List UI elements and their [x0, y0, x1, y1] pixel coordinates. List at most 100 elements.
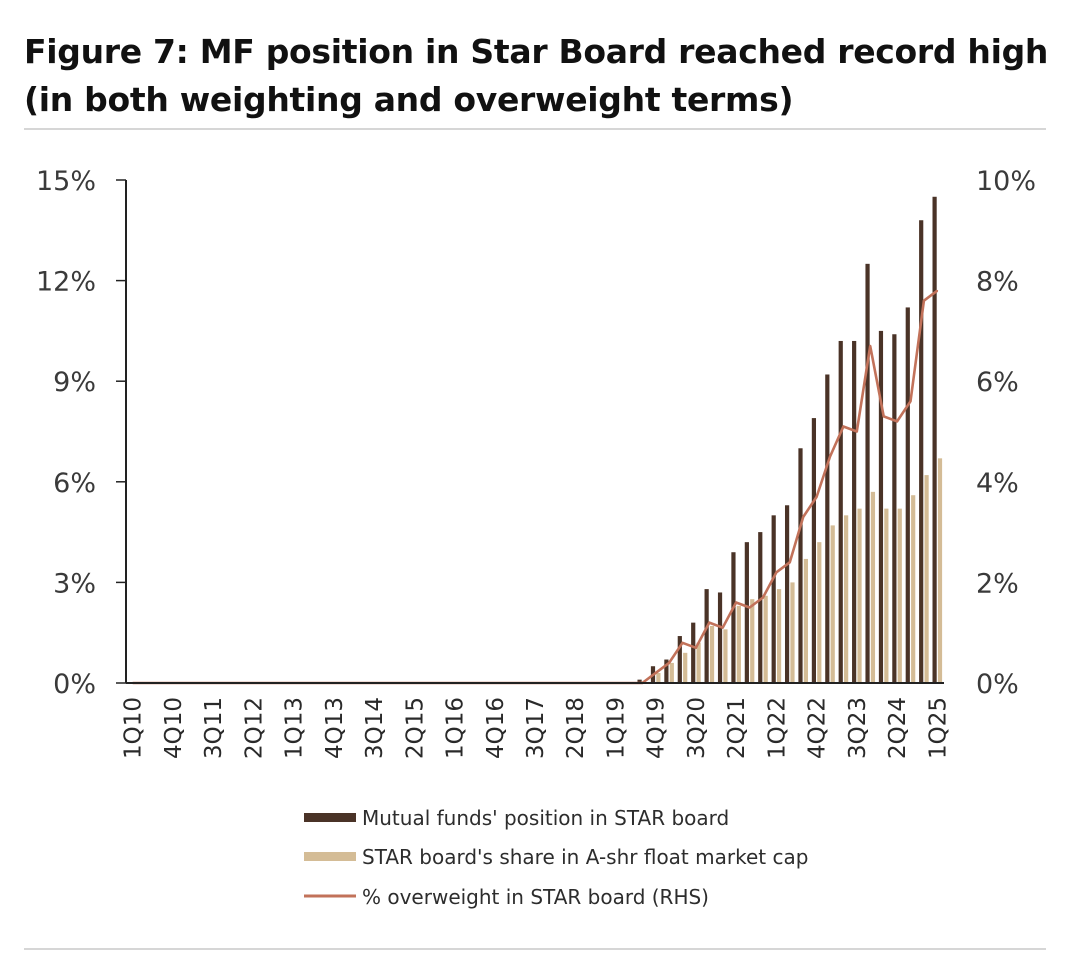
mf-bar	[825, 374, 830, 683]
legend: Mutual funds' position in STAR board STA…	[304, 806, 808, 909]
share-bar	[817, 542, 822, 683]
overweight-point	[775, 571, 778, 574]
mf-bar	[717, 592, 723, 683]
mf-bar	[919, 220, 924, 684]
x-tick-label: 2Q21	[724, 697, 750, 759]
share-bar	[830, 525, 835, 683]
share-bar	[884, 508, 889, 683]
share-bar	[656, 672, 661, 683]
mf-bar	[744, 542, 749, 683]
y-tick-label: 9%	[53, 367, 96, 398]
x-tick-label: 2Q12	[241, 697, 267, 759]
x-tick-label: 4Q10	[161, 697, 187, 759]
x-tick-label: 3Q17	[523, 697, 549, 759]
mf-bar	[637, 679, 642, 683]
x-tick-label: 4Q16	[483, 697, 509, 759]
share-bar	[803, 558, 808, 683]
y2-tick-label: 10%	[976, 166, 1036, 197]
overweight-point	[708, 621, 711, 624]
x-axis-ticks: 1Q10 4Q10 3Q11 2Q12 1Q13 4Q13 3Q14 2Q15 1Q16 4Q16…	[121, 697, 952, 759]
overweight-point	[762, 596, 764, 599]
mf-bar	[731, 552, 736, 683]
share-bar	[911, 495, 916, 683]
axes	[125, 180, 944, 684]
y2-tick-label: 8%	[976, 267, 1019, 298]
x-tick-label: 1Q22	[764, 697, 790, 759]
y-tick-label: 6%	[53, 468, 96, 499]
top-divider	[24, 128, 1046, 130]
overweight-point	[668, 662, 670, 664]
right-axis-ticks: 0% 2% 4% 6% 8% 10%	[976, 166, 1036, 700]
x-tick-label: 4Q19	[644, 697, 670, 759]
x-tick-label: 3Q14	[362, 697, 388, 759]
y2-tick-label: 6%	[976, 367, 1019, 398]
mf-bar	[811, 418, 817, 683]
y-tick-label: 3%	[53, 568, 96, 599]
share-bar	[669, 662, 674, 683]
overweight-point	[695, 647, 697, 649]
share-bar	[870, 491, 876, 683]
share-bar	[857, 508, 862, 683]
x-tick-label: 1Q19	[603, 697, 629, 759]
bottom-divider	[24, 948, 1046, 950]
mf-bar	[865, 263, 870, 683]
overweight-point	[829, 455, 831, 458]
share-bar	[924, 475, 929, 683]
overweight-point	[721, 626, 724, 629]
overweight-point	[856, 430, 858, 433]
overweight-point	[882, 415, 885, 418]
share-bar	[683, 652, 688, 683]
overweight-point	[909, 400, 912, 403]
legend-swatch-mf	[304, 813, 356, 822]
share-bar	[723, 629, 728, 683]
chart-title: Figure 7: MF position in Star Board reac…	[24, 32, 1049, 119]
share-bar	[750, 599, 755, 683]
overweight-point	[802, 516, 804, 518]
mf-bar	[771, 515, 776, 683]
x-tick-label: 3Q20	[684, 697, 710, 759]
y-tick-label: 15%	[36, 166, 96, 197]
x-tick-label: 3Q11	[201, 697, 227, 759]
share-bar	[709, 625, 715, 683]
mf-bar	[677, 636, 682, 683]
overweight-point	[936, 289, 939, 292]
overweight-point	[789, 561, 791, 564]
share-bar	[763, 595, 768, 683]
overweight-point	[896, 420, 898, 423]
share-bar	[897, 508, 902, 683]
mf-bar	[852, 340, 857, 683]
overweight-point	[654, 672, 657, 674]
share-bar	[696, 642, 701, 683]
y-tick-label: 12%	[36, 267, 96, 298]
mf-bar	[878, 330, 884, 683]
y2-tick-label: 4%	[976, 468, 1019, 499]
mf-bar	[664, 659, 669, 683]
mf-bar	[838, 340, 843, 683]
overweight-line	[132, 289, 939, 685]
share-bar	[776, 589, 782, 683]
x-tick-label: 4Q13	[322, 697, 348, 759]
share-bar	[937, 458, 943, 683]
x-tick-label: 1Q13	[282, 697, 308, 759]
overweight-point	[923, 299, 925, 302]
mf-bar	[784, 505, 790, 683]
mf-bar	[704, 589, 709, 683]
legend-swatch-share	[304, 852, 356, 861]
x-tick-label: 2Q24	[885, 697, 911, 759]
mf-bar	[691, 622, 696, 683]
overweight-point	[842, 425, 845, 428]
mf-bar	[905, 307, 910, 683]
overweight-point	[681, 642, 684, 644]
legend-label-share: STAR board's share in A-shr float market…	[362, 845, 808, 869]
share-bar	[844, 515, 849, 683]
mf-bar	[892, 334, 897, 683]
mf-position-bars	[637, 196, 937, 684]
x-tick-label: 2Q15	[402, 697, 428, 759]
x-tick-label: 1Q16	[443, 697, 469, 759]
star-share-bars	[656, 458, 943, 683]
overweight-point	[869, 345, 871, 347]
y-tick-label: 0%	[53, 669, 96, 700]
left-axis-ticks: 0% 3% 6% 9% 12% 15%	[36, 166, 126, 700]
x-tick-label: 1Q10	[121, 697, 147, 759]
